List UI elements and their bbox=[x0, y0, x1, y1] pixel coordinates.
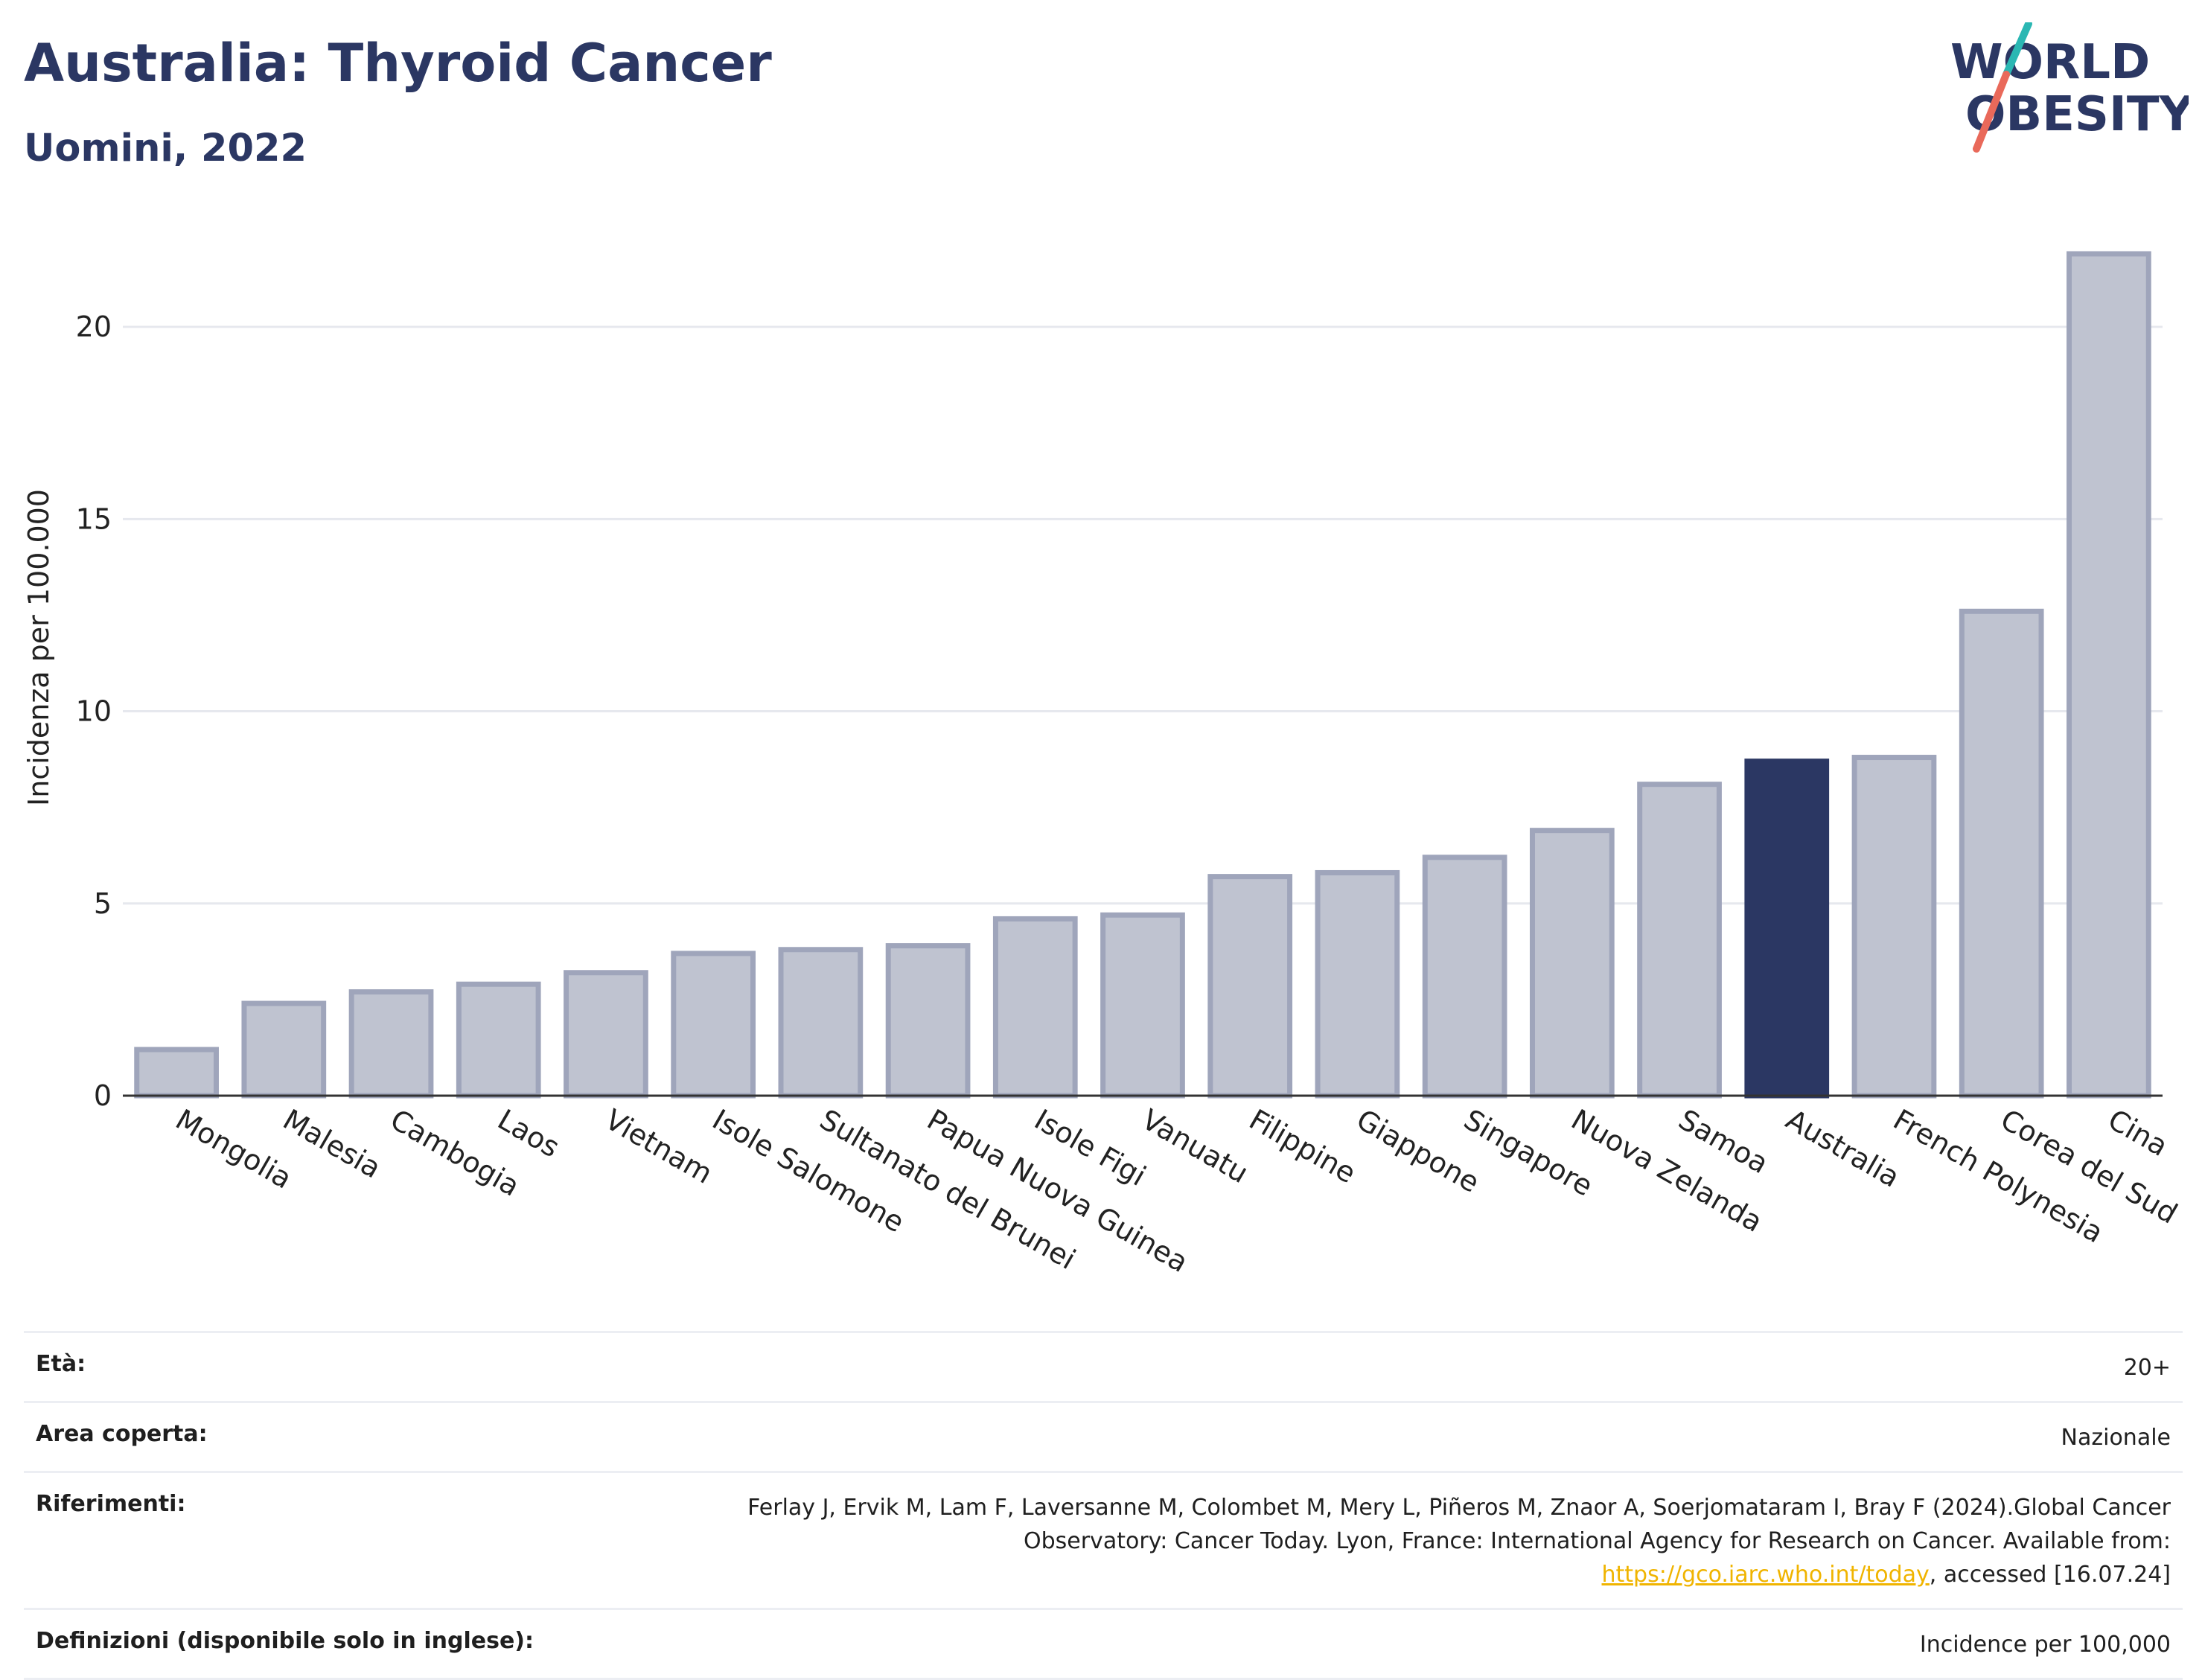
y-tick-label: 15 bbox=[76, 502, 112, 535]
logo-word-world: WORLD bbox=[1950, 35, 2150, 90]
bar-mongolia bbox=[134, 1047, 219, 1099]
x-tick-label: Laos bbox=[492, 1103, 565, 1164]
bar-isole-salomone bbox=[671, 951, 756, 1099]
bar-sultanato-del-brunei bbox=[778, 947, 864, 1099]
x-tick-label: Giappone bbox=[1351, 1103, 1485, 1199]
area-value: Nazionale bbox=[2061, 1425, 2171, 1451]
references-text: Ferlay J, Ervik M, Lam F, Laversanne M, … bbox=[747, 1495, 2171, 1554]
bar-australia bbox=[1744, 758, 1830, 1099]
y-tick-label: 5 bbox=[94, 887, 112, 920]
bar-isole-figi bbox=[992, 916, 1078, 1099]
info-table: Età: 20+ Area coperta: Nazionale Riferim… bbox=[24, 1331, 2183, 1680]
y-tick-label: 10 bbox=[76, 695, 112, 728]
y-tick-label: 0 bbox=[94, 1079, 112, 1112]
bar-cina bbox=[2067, 251, 2151, 1099]
logo-slash-bottom bbox=[1973, 71, 2010, 153]
x-tick-label: Australia bbox=[1781, 1103, 1906, 1194]
bar-giappone bbox=[1315, 869, 1400, 1099]
references-accessed: , accessed [16.07.24] bbox=[1929, 1562, 2171, 1588]
info-row-area: Area coperta: Nazionale bbox=[24, 1403, 2183, 1473]
bar-nuova-zelanda bbox=[1529, 828, 1615, 1099]
definitions-value: Incidence per 100,000 bbox=[1919, 1632, 2171, 1658]
references-link[interactable]: https://gco.iarc.who.int/today bbox=[1601, 1562, 1930, 1588]
bar-vanuatu bbox=[1100, 912, 1185, 1099]
x-tick-label: Vietnam bbox=[599, 1103, 718, 1190]
x-tick-label: Isole Salomone bbox=[707, 1103, 910, 1239]
age-label: Età: bbox=[36, 1351, 86, 1377]
y-tick-labels: 0 5 10 15 20 bbox=[76, 310, 112, 1112]
bar-cambogia bbox=[348, 989, 434, 1099]
references-value: Ferlay J, Ervik M, Lam F, Laversanne M, … bbox=[682, 1491, 2171, 1591]
bar-samoa bbox=[1637, 782, 1722, 1099]
area-label: Area coperta: bbox=[36, 1421, 208, 1447]
x-tick-label: Vanuatu bbox=[1137, 1103, 1254, 1189]
info-row-definitions: Definizioni (disponibile solo in inglese… bbox=[24, 1610, 2183, 1680]
x-tick-label: Filippine bbox=[1244, 1103, 1362, 1190]
x-tick-label: Cina bbox=[2102, 1103, 2173, 1163]
x-tick-label: Nuova Zelanda bbox=[1566, 1103, 1768, 1239]
bar-papua-nuova-guinea bbox=[885, 943, 971, 1099]
world-obesity-logo: WORLD OBESITY bbox=[1950, 22, 2189, 153]
bar-french-polynesia bbox=[1851, 755, 1937, 1099]
info-row-age: Età: 20+ bbox=[24, 1333, 2183, 1403]
chart-title: Australia: Thyroid Cancer bbox=[24, 33, 772, 94]
bar-filippine bbox=[1207, 874, 1293, 1099]
references-label: Riferimenti: bbox=[36, 1491, 186, 1517]
y-tick-label: 20 bbox=[76, 310, 112, 343]
definitions-label: Definizioni (disponibile solo in inglese… bbox=[36, 1628, 534, 1654]
logo-word-obesity: OBESITY bbox=[1965, 87, 2189, 142]
bar-laos bbox=[456, 981, 541, 1099]
bar-singapore bbox=[1422, 855, 1507, 1099]
info-row-references: Riferimenti: Ferlay J, Ervik M, Lam F, L… bbox=[24, 1473, 2183, 1610]
age-value: 20+ bbox=[2123, 1355, 2171, 1381]
chart-subtitle: Uomini, 2022 bbox=[24, 127, 307, 170]
logo-slash-top bbox=[2002, 22, 2032, 78]
x-tick-label: Mongolia bbox=[170, 1103, 298, 1195]
bar-corea-del-sud bbox=[1959, 608, 2044, 1099]
bar-malesia bbox=[241, 1000, 327, 1099]
bar-vietnam bbox=[564, 970, 648, 1099]
bars bbox=[134, 251, 2151, 1099]
